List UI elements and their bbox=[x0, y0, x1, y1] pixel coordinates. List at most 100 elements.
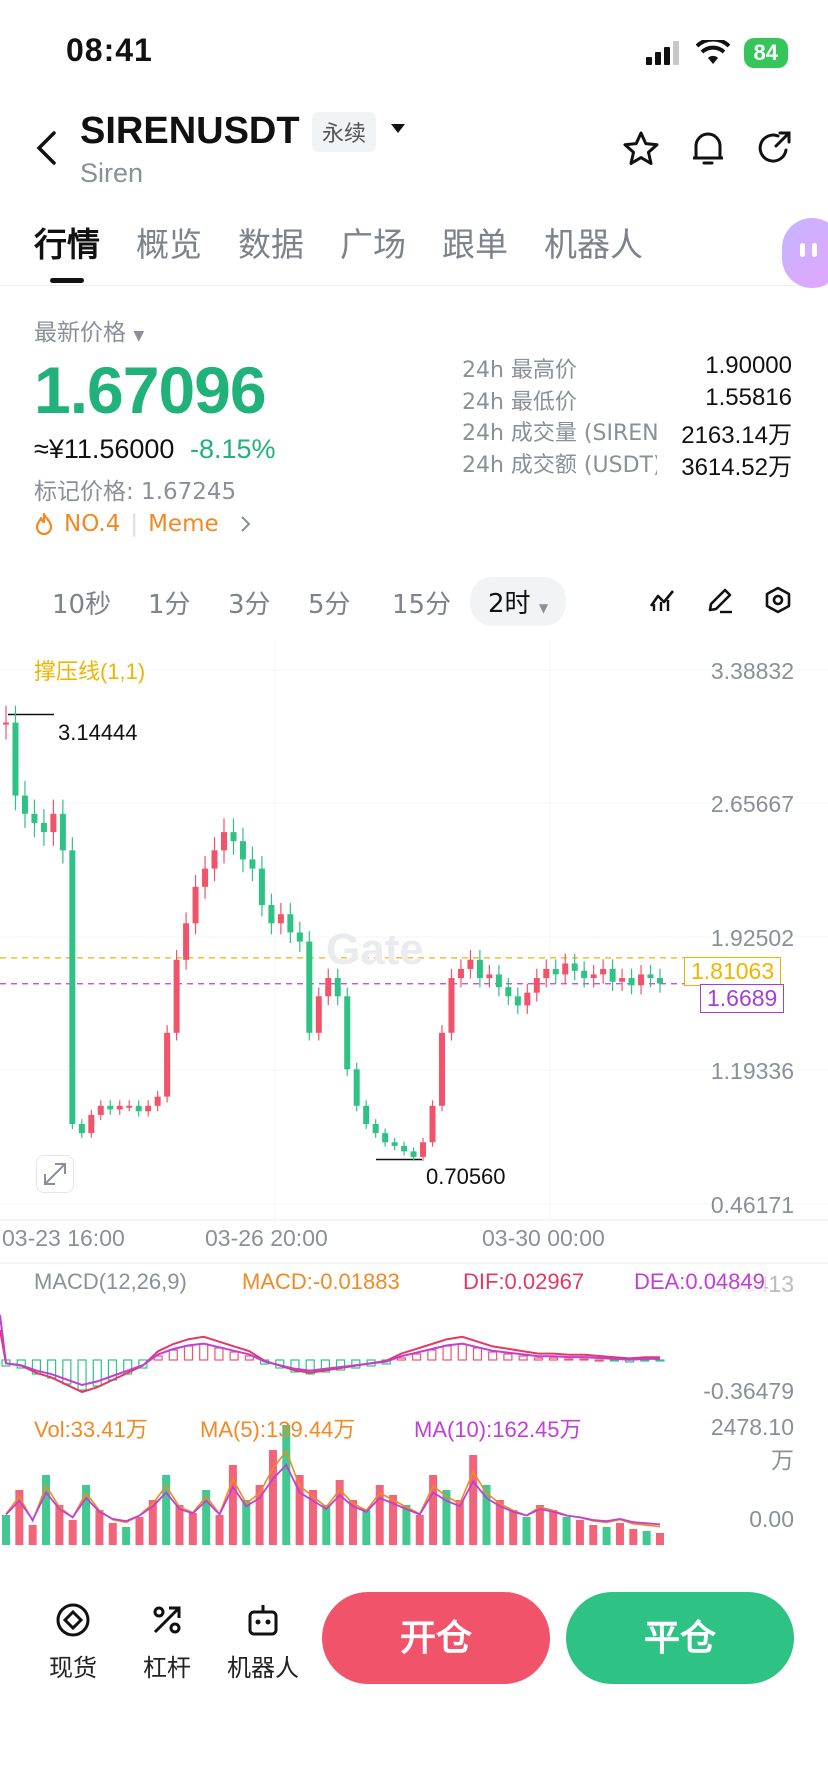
candle-body bbox=[296, 932, 303, 942]
floating-assistant-button[interactable] bbox=[782, 218, 828, 288]
pair-name: Siren bbox=[80, 158, 144, 188]
macd-bar bbox=[655, 1359, 665, 1362]
volume-bar bbox=[322, 1505, 331, 1545]
candle-body bbox=[21, 795, 28, 814]
y-axis-label: 1.19336 bbox=[710, 1058, 794, 1084]
volume-bar bbox=[415, 1515, 424, 1545]
macd-bar bbox=[503, 1353, 513, 1361]
kline-chart[interactable] bbox=[0, 640, 828, 1550]
tab-overview[interactable]: 概览 bbox=[136, 225, 202, 264]
current-price-tag: 1.6689 bbox=[700, 984, 785, 1013]
watermark: Gate bbox=[326, 925, 424, 974]
status-bar: 08:41 84 bbox=[0, 0, 828, 100]
volume-bar bbox=[308, 1490, 317, 1545]
bell-icon[interactable] bbox=[690, 130, 726, 168]
interval-2h[interactable]: 2时 ▼ bbox=[470, 577, 567, 626]
price-label[interactable]: 最新价格 ▼ bbox=[34, 313, 144, 347]
volume-bar bbox=[268, 1450, 277, 1545]
volume-bar bbox=[575, 1520, 584, 1545]
candle-body bbox=[135, 1105, 142, 1112]
interval-3m[interactable]: 3分 bbox=[228, 590, 271, 620]
volume-bar bbox=[295, 1475, 304, 1545]
volume-bar bbox=[15, 1490, 24, 1545]
header-actions bbox=[622, 130, 792, 168]
tab-bot[interactable]: 机器人 bbox=[544, 225, 643, 264]
close-position-button[interactable]: 平仓 bbox=[566, 1592, 794, 1684]
macd-bar bbox=[518, 1355, 528, 1361]
macd-bar bbox=[229, 1351, 239, 1361]
candle-body bbox=[325, 978, 332, 997]
macd-bar bbox=[138, 1359, 148, 1369]
star-icon[interactable] bbox=[622, 130, 660, 168]
robot-icon bbox=[248, 1605, 278, 1636]
share-icon[interactable] bbox=[756, 130, 792, 166]
tab-market[interactable]: 行情 bbox=[34, 225, 100, 264]
spot-button[interactable]: 现货 bbox=[28, 1600, 118, 1683]
pencil-icon[interactable] bbox=[706, 586, 734, 614]
macd-bar bbox=[214, 1347, 224, 1361]
candle-body bbox=[3, 722, 9, 725]
volume-bar bbox=[642, 1531, 651, 1545]
interval-10s[interactable]: 10秒 bbox=[52, 590, 112, 620]
status-icons: 84 bbox=[645, 38, 788, 68]
candle-body bbox=[571, 963, 578, 971]
macd-bar bbox=[594, 1359, 604, 1362]
candle-body bbox=[107, 1105, 114, 1110]
macd-bar bbox=[427, 1349, 437, 1361]
x-axis-label: 03-26 20:00 bbox=[205, 1225, 328, 1251]
candle-body bbox=[647, 974, 654, 979]
volume-bar bbox=[549, 1510, 558, 1545]
leverage-button[interactable]: 杠杆 bbox=[122, 1600, 212, 1683]
macd-bar bbox=[320, 1359, 330, 1373]
expand-icon bbox=[44, 1163, 66, 1185]
volume-bar bbox=[228, 1465, 237, 1545]
candle-body bbox=[40, 822, 47, 833]
indicator-label: 撑压线(1,1) bbox=[34, 659, 146, 684]
volume-bar bbox=[589, 1525, 598, 1545]
candle-body bbox=[505, 987, 512, 997]
candle-body bbox=[562, 963, 569, 975]
candle-body bbox=[116, 1105, 123, 1110]
caret-down-icon[interactable] bbox=[390, 122, 406, 134]
stat-value: 1.90000 bbox=[705, 352, 792, 379]
volume-bar bbox=[509, 1510, 518, 1545]
candle-body bbox=[476, 959, 483, 979]
category-tag: Meme bbox=[148, 511, 219, 537]
candle-body bbox=[50, 813, 57, 833]
stat-value: 3614.52万 bbox=[681, 453, 792, 481]
indicator-icon[interactable] bbox=[648, 586, 676, 614]
dif-line bbox=[0, 1329, 660, 1394]
chart-area[interactable]: 撑压线(1,1) Gate 3.38832 2.65667 1.92502 1.… bbox=[0, 640, 828, 1550]
interval-15m[interactable]: 15分 bbox=[392, 590, 452, 620]
interval-5m[interactable]: 5分 bbox=[308, 590, 351, 620]
interval-1m[interactable]: 1分 bbox=[148, 590, 191, 620]
candle-body bbox=[287, 914, 294, 933]
macd-y-bottom: -0.36479 bbox=[703, 1378, 794, 1404]
candle-body bbox=[239, 841, 246, 860]
macd-bar bbox=[488, 1351, 498, 1361]
candle-body bbox=[78, 1124, 85, 1134]
candle-body bbox=[382, 1133, 389, 1143]
candle-body bbox=[334, 978, 341, 997]
high-marker: 3.14444 bbox=[58, 720, 138, 745]
tab-copy-trading[interactable]: 跟单 bbox=[442, 225, 508, 264]
volume-bar bbox=[28, 1525, 37, 1545]
volume-bar bbox=[202, 1490, 211, 1545]
bottom-action-bar: 现货 杠杆 机器人 开仓 平仓 bbox=[0, 1560, 828, 1792]
vol-value: Vol:33.41万 bbox=[34, 1417, 148, 1442]
expand-button[interactable] bbox=[36, 1155, 74, 1193]
interval-bar: 10秒 1分 3分 5分 15分 2时 ▼ bbox=[0, 574, 828, 630]
tab-square[interactable]: 广场 bbox=[340, 225, 406, 264]
volume-bar bbox=[469, 1455, 478, 1545]
tab-data[interactable]: 数据 bbox=[238, 225, 304, 264]
candle-body bbox=[221, 832, 227, 851]
bot-button[interactable]: 机器人 bbox=[218, 1600, 308, 1683]
stat-row: 24h 最低价 1.55816 bbox=[462, 384, 792, 416]
tag-row[interactable]: NO.4 | Meme bbox=[34, 511, 253, 537]
open-position-button[interactable]: 开仓 bbox=[322, 1592, 550, 1684]
pair-symbol[interactable]: SIRENUSDT bbox=[80, 110, 300, 152]
volume-bar bbox=[95, 1510, 104, 1545]
volume-bar bbox=[2, 1515, 10, 1545]
settings-icon[interactable] bbox=[764, 586, 792, 614]
back-icon[interactable] bbox=[34, 130, 58, 166]
